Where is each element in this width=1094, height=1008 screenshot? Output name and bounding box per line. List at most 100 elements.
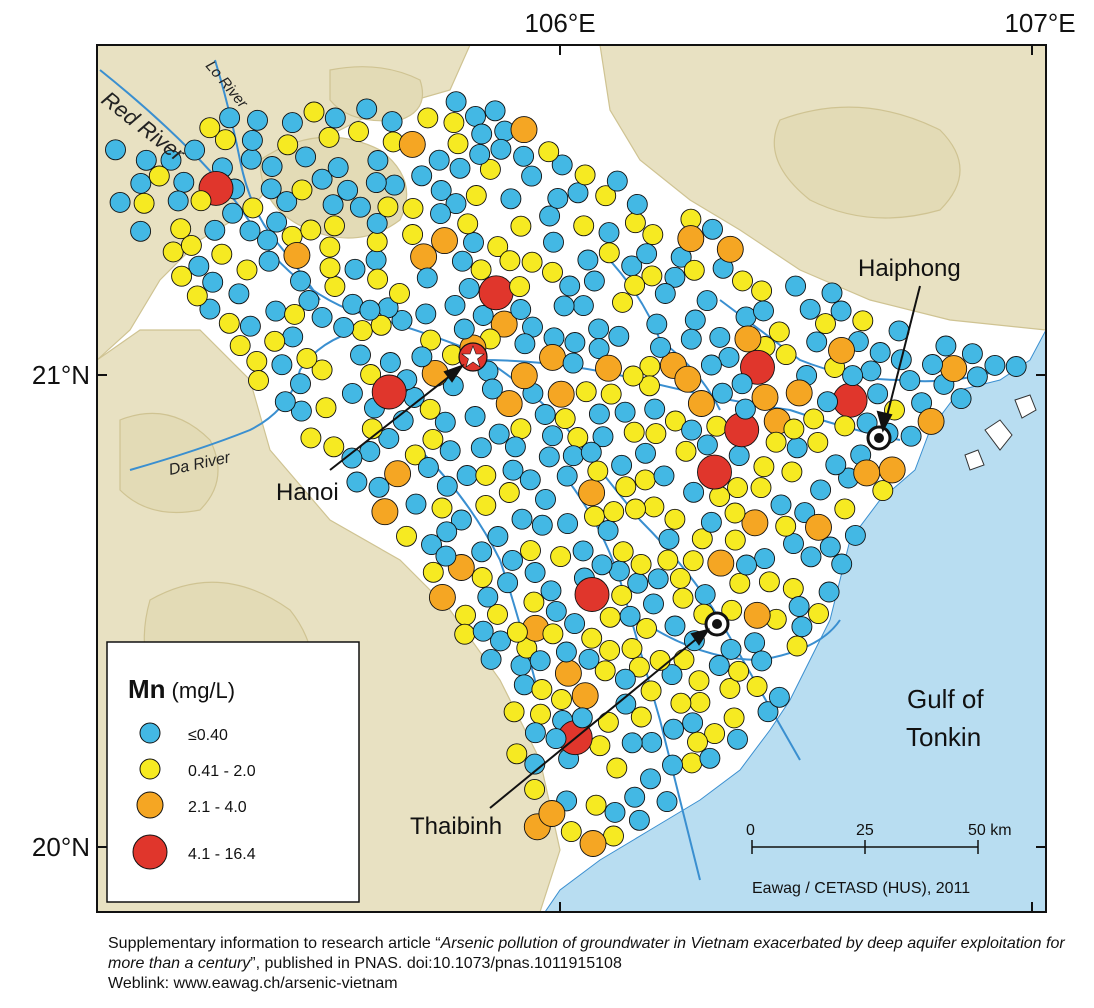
sample-point [578, 479, 606, 507]
haiphong-marker [866, 425, 892, 451]
sample-point [922, 354, 943, 375]
sample-points [105, 91, 1027, 857]
sample-point [700, 354, 722, 376]
sample-point [614, 668, 636, 690]
sample-point [247, 109, 268, 131]
graticule-ticks [97, 45, 1046, 912]
sea-area [544, 329, 1046, 912]
sample-point [296, 347, 318, 369]
sample-point [562, 352, 584, 374]
sample-point [598, 242, 620, 264]
sample-point [443, 112, 465, 134]
city-label-hanoi: Hanoi [276, 479, 339, 506]
sample-point [641, 265, 663, 287]
sample-point [419, 398, 441, 420]
sample-point [751, 280, 773, 302]
sample-point [202, 271, 224, 293]
sample-point [731, 373, 753, 395]
sample-point [344, 258, 366, 280]
sample-point [371, 498, 399, 526]
sample-point [664, 266, 686, 288]
sample-point [579, 830, 607, 857]
hanoi-marker [458, 342, 488, 372]
sample-point [732, 270, 753, 292]
sample-point [785, 379, 813, 407]
sample-point [757, 701, 779, 723]
sample-point [724, 529, 746, 551]
sample-point [542, 261, 563, 283]
sample-point [130, 172, 152, 194]
lon-label-107: 107°E [1004, 8, 1075, 38]
caption-weblink[interactable]: Weblink: www.eawag.ch/arsenic-vietnam [108, 975, 398, 992]
sample-point [551, 689, 572, 710]
sample-point [636, 617, 657, 639]
sample-point [872, 480, 894, 502]
sample-point [503, 701, 525, 723]
sample-point [696, 434, 718, 456]
sample-point [510, 418, 532, 440]
sample-point [709, 486, 731, 507]
sample-point [465, 185, 487, 206]
sample-point [471, 567, 493, 588]
sample-point [736, 554, 757, 576]
sample-point [831, 553, 853, 575]
sample-point [435, 545, 457, 567]
lon-label-106: 106°E [524, 8, 595, 38]
sample-point [167, 190, 189, 212]
sample-point [228, 283, 250, 305]
sample-point [621, 638, 643, 659]
sample-point [498, 482, 520, 503]
sample-point [381, 111, 403, 133]
sample-point [534, 404, 556, 425]
sample-point [327, 157, 349, 179]
sample-point [471, 541, 493, 563]
sample-point [463, 232, 484, 253]
sample-point [707, 549, 735, 577]
sample-point [539, 343, 566, 371]
sample-point [860, 360, 882, 382]
sample-point [368, 476, 390, 498]
sample-point [662, 754, 683, 776]
sample-point [542, 623, 564, 645]
sample-point [664, 508, 686, 530]
sample-point [554, 408, 576, 430]
sample-point [670, 692, 692, 714]
sample-point [588, 318, 610, 340]
sample-point [246, 350, 268, 372]
sample-point [623, 421, 645, 443]
lat-label-20: 20°N [32, 832, 90, 862]
sample-point [574, 577, 610, 612]
sample-point [323, 436, 345, 458]
sample-point [458, 277, 480, 299]
sample-point [644, 398, 666, 420]
sample-point [700, 511, 722, 533]
sample-point [350, 344, 371, 366]
sample-point [621, 732, 643, 754]
sample-point [500, 188, 522, 210]
sample-point [614, 401, 636, 423]
sample-point [520, 540, 541, 562]
legend-label-3: 2.1 - 4.0 [188, 799, 247, 816]
bullseye-icon [874, 433, 884, 443]
sample-point [595, 354, 622, 382]
sample-point [214, 129, 236, 151]
sample-point [672, 587, 694, 609]
sample-point [469, 143, 491, 165]
sample-point [624, 274, 646, 296]
sample-point [718, 346, 740, 368]
bullseye-icon [712, 619, 722, 629]
sample-point [653, 465, 675, 487]
sample-point [510, 362, 538, 390]
sample-point [453, 318, 475, 340]
sample-point [377, 196, 399, 218]
sample-point [276, 191, 298, 213]
sample-point [506, 621, 528, 643]
sample-point [641, 731, 663, 753]
sample-point [384, 460, 412, 488]
sample-point [543, 231, 564, 253]
sample-point [553, 295, 575, 317]
sample-point [643, 496, 665, 518]
sample-point [581, 627, 603, 649]
sample-point [791, 616, 813, 638]
sample-point [626, 193, 648, 215]
